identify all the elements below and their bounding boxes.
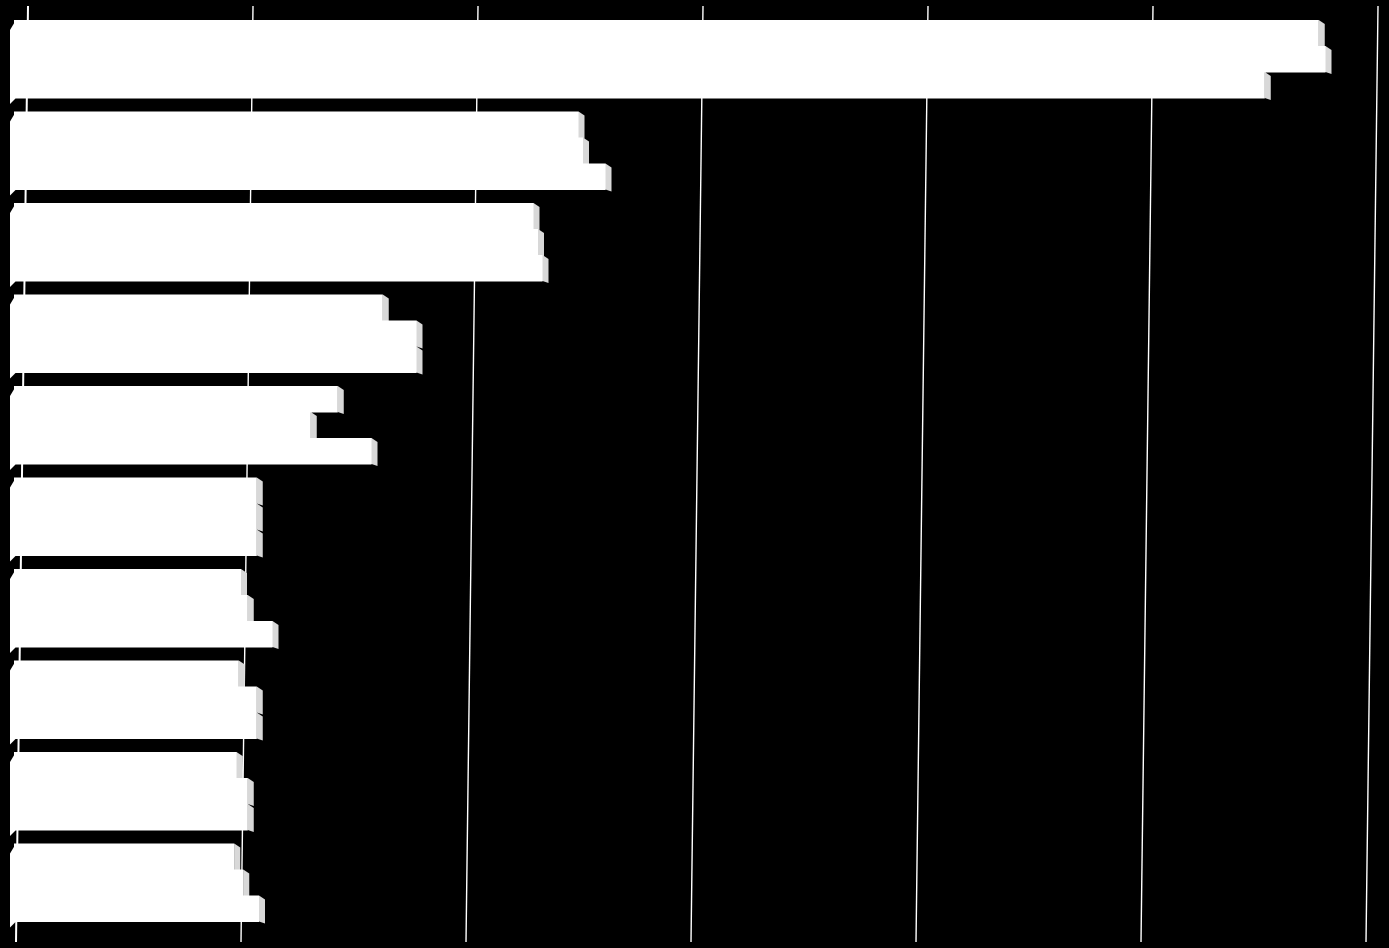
bar bbox=[14, 203, 534, 230]
bar bbox=[14, 529, 257, 556]
bar bbox=[14, 503, 257, 530]
bar-side bbox=[238, 660, 245, 689]
bar-group-base bbox=[10, 660, 16, 745]
bar bbox=[14, 137, 583, 164]
bar bbox=[14, 412, 311, 439]
bar bbox=[14, 895, 259, 922]
bar-side bbox=[310, 412, 317, 440]
bar-group-base bbox=[10, 752, 16, 836]
bar bbox=[14, 229, 538, 256]
bar bbox=[14, 386, 338, 413]
bar bbox=[14, 477, 257, 504]
bar-side bbox=[1325, 46, 1332, 74]
bar bbox=[14, 20, 1319, 47]
bar bbox=[14, 255, 543, 282]
bar-group-base bbox=[10, 111, 16, 196]
bar-group bbox=[10, 203, 549, 287]
bar-side bbox=[256, 529, 263, 558]
bar-side bbox=[416, 320, 423, 349]
bar bbox=[14, 438, 372, 465]
bar bbox=[14, 660, 239, 687]
bar-side bbox=[256, 477, 263, 506]
bar-side bbox=[272, 621, 279, 649]
bar-side bbox=[243, 869, 250, 898]
bar-side bbox=[247, 778, 254, 806]
bar-group bbox=[10, 477, 263, 562]
bar-side bbox=[533, 203, 540, 231]
bar bbox=[14, 804, 248, 831]
bar-side bbox=[247, 595, 254, 623]
bar-group bbox=[10, 111, 612, 196]
bar bbox=[14, 712, 257, 739]
bar-side bbox=[241, 569, 247, 597]
bar-group-base bbox=[10, 294, 16, 379]
bar bbox=[14, 621, 273, 648]
bar bbox=[14, 46, 1326, 73]
bar-side bbox=[605, 163, 612, 192]
bar bbox=[14, 686, 257, 713]
bar bbox=[14, 320, 417, 347]
bar bbox=[14, 163, 606, 190]
bar bbox=[14, 569, 241, 596]
bar-side bbox=[236, 752, 243, 780]
bar-side bbox=[542, 255, 549, 283]
bar-side bbox=[371, 438, 378, 466]
gridline bbox=[1140, 5, 1154, 943]
bar-group-base bbox=[10, 843, 16, 928]
bar-group-base bbox=[10, 386, 16, 470]
bar bbox=[14, 869, 244, 896]
bar-group-base bbox=[10, 569, 16, 653]
gridline bbox=[915, 5, 929, 943]
bar bbox=[14, 111, 579, 138]
bar-side bbox=[1264, 72, 1271, 100]
bar-group bbox=[10, 294, 423, 379]
bar bbox=[14, 843, 235, 870]
gridline bbox=[1365, 5, 1379, 943]
bar-side bbox=[256, 712, 263, 741]
bar-group bbox=[10, 660, 263, 745]
bar-group bbox=[10, 752, 254, 836]
bar bbox=[14, 595, 248, 622]
bar-side bbox=[247, 804, 254, 832]
bar-side bbox=[337, 386, 344, 414]
gridline bbox=[690, 5, 704, 943]
bar-group-base bbox=[10, 20, 16, 104]
bar-group-base bbox=[10, 477, 16, 562]
bar bbox=[14, 346, 417, 373]
bars bbox=[10, 20, 1332, 928]
bar-group bbox=[10, 386, 378, 470]
bar-group bbox=[10, 20, 1332, 104]
bar-group bbox=[10, 843, 265, 928]
bar-side bbox=[538, 229, 544, 257]
bar-side bbox=[259, 895, 265, 924]
bar-group bbox=[10, 569, 279, 653]
bar-side bbox=[256, 503, 263, 532]
bar-side bbox=[256, 686, 263, 715]
bar-side bbox=[583, 137, 589, 166]
bar bbox=[14, 294, 383, 321]
bar-side bbox=[578, 111, 585, 140]
bar bbox=[14, 72, 1265, 99]
bar bbox=[14, 778, 248, 805]
bar-side bbox=[1318, 20, 1325, 48]
bar-side bbox=[382, 294, 389, 323]
bar bbox=[14, 752, 237, 779]
bar-side bbox=[234, 843, 241, 872]
bar-side bbox=[416, 346, 423, 375]
bar-group-base bbox=[10, 203, 16, 287]
